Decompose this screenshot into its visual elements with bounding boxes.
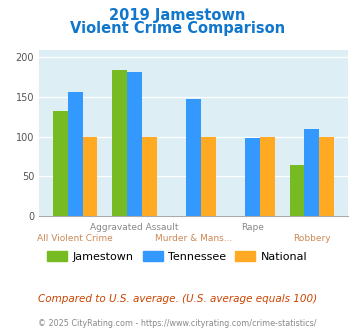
Bar	[112, 70, 127, 216]
Text: Compared to U.S. average. (U.S. average equals 100): Compared to U.S. average. (U.S. average …	[38, 294, 317, 304]
Bar	[319, 137, 334, 216]
Bar	[245, 138, 260, 216]
Bar	[290, 165, 304, 216]
Text: 2019 Jamestown: 2019 Jamestown	[109, 8, 246, 23]
Bar	[68, 92, 83, 216]
Text: Murder & Mans...: Murder & Mans...	[155, 234, 232, 243]
Bar	[186, 100, 201, 216]
Bar	[142, 137, 157, 216]
Text: Robbery: Robbery	[293, 234, 331, 243]
Text: All Violent Crime: All Violent Crime	[37, 234, 113, 243]
Text: Aggravated Assault: Aggravated Assault	[90, 223, 179, 232]
Text: Violent Crime Comparison: Violent Crime Comparison	[70, 21, 285, 36]
Bar	[127, 72, 142, 216]
Bar	[83, 137, 97, 216]
Legend: Jamestown, Tennessee, National: Jamestown, Tennessee, National	[43, 247, 312, 267]
Bar	[304, 129, 319, 216]
Text: © 2025 CityRating.com - https://www.cityrating.com/crime-statistics/: © 2025 CityRating.com - https://www.city…	[38, 319, 317, 328]
Bar	[53, 111, 68, 216]
Bar	[260, 137, 275, 216]
Bar	[201, 137, 215, 216]
Text: Rape: Rape	[241, 223, 264, 232]
